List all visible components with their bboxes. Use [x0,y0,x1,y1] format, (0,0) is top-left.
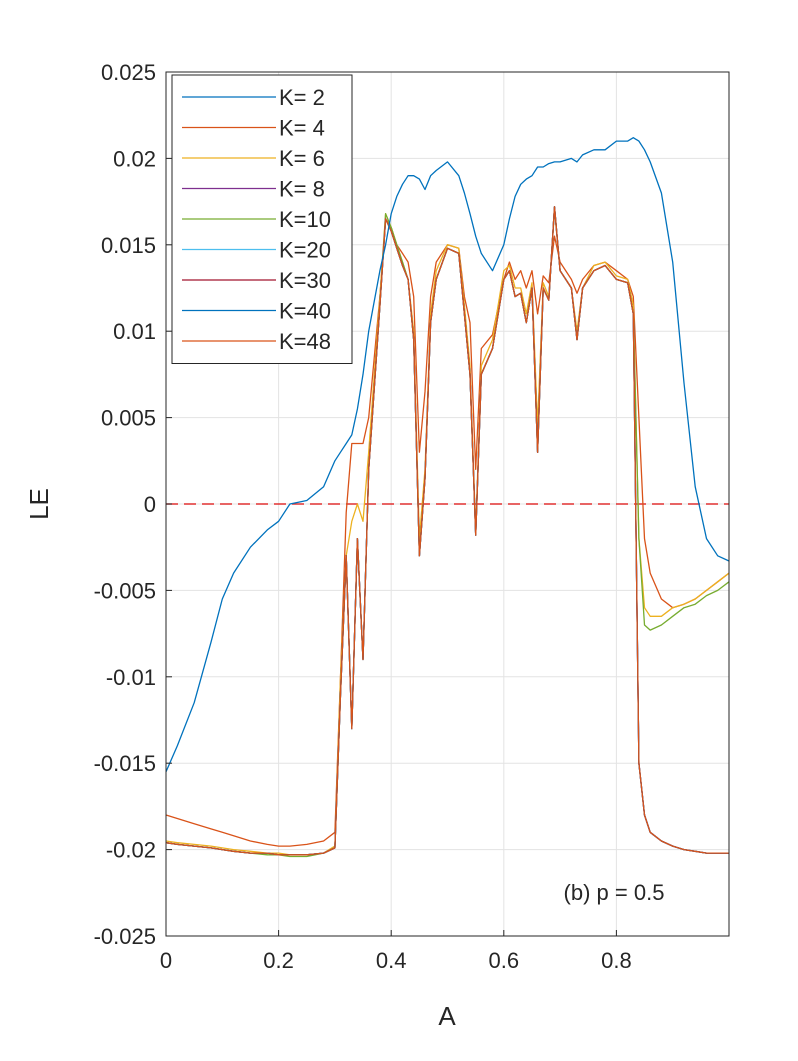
y-tick-label: -0.005 [94,578,156,603]
legend: K= 2 K= 4 K= 6 K= 8 K=10 K=20 K=30 K=40 K=48 [171,74,353,364]
x-tick-label: 0.6 [489,948,520,973]
legend-label: K= 6 [279,146,325,171]
y-tick-label: 0.01 [113,319,156,344]
series-line-k48 [165,206,729,856]
axis-ticks: 0 0.2 0.4 0.6 0.8 -0.025 -0.02 -0.015 -0.01 -0.00… [94,60,632,973]
y-tick-label: 0.02 [113,146,156,171]
y-tick-label: -0.015 [94,751,156,776]
x-tick-label: 0 [160,948,172,973]
y-tick-label: 0.025 [101,60,156,85]
y-tick-label: 0 [144,492,156,517]
y-tick-label: 0.005 [101,406,156,431]
legend-label: K=48 [279,329,331,354]
x-tick-label: 0.4 [376,948,407,973]
legend-label: K=10 [279,207,331,232]
legend-label: K=20 [279,238,331,263]
y-axis-label: LE [24,488,54,520]
legend-label: K=30 [279,268,331,293]
series-line-k2 [165,137,730,773]
series-lines [165,137,730,858]
panel-annotation: (b) p = 0.5 [564,880,665,905]
legend-label: K= 2 [279,85,325,110]
legend-label: K=40 [279,299,331,324]
x-tick-label: 0.2 [263,948,294,973]
legend-label: K= 4 [279,116,325,141]
y-tick-label: -0.02 [106,838,156,863]
y-tick-label: -0.01 [106,665,156,690]
y-tick-label: 0.015 [101,233,156,258]
legend-label: K= 8 [279,177,325,202]
x-tick-label: 0.8 [601,948,632,973]
y-tick-label: -0.025 [94,924,156,949]
x-axis-label: A [438,1001,456,1031]
